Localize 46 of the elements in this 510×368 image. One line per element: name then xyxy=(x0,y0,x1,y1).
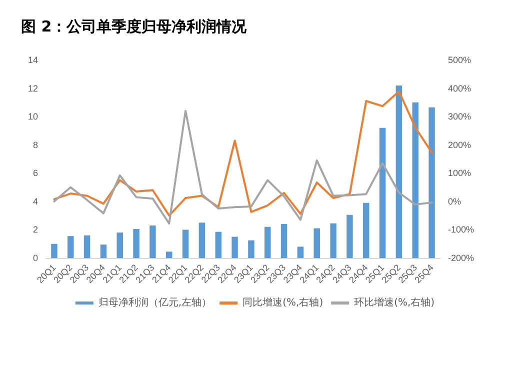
legend-label: 环比增速(%,右轴) xyxy=(354,296,435,308)
bar xyxy=(84,235,90,258)
line-series xyxy=(53,110,433,224)
chart-title: 图 2：公司单季度归母净利润情况 xyxy=(21,18,248,36)
y-tick-label: 0 xyxy=(32,253,38,263)
bar xyxy=(396,85,402,258)
y-tick-label: 4 xyxy=(32,196,38,206)
bar xyxy=(166,252,172,258)
bar xyxy=(330,223,336,258)
y2-tick-label: -200% xyxy=(448,253,474,263)
bar xyxy=(428,107,435,258)
bar xyxy=(198,222,206,258)
bar xyxy=(215,232,222,258)
legend-label: 同比增速(%,右轴) xyxy=(242,296,324,308)
y-tick-label: 8 xyxy=(32,140,38,150)
bar xyxy=(346,214,353,258)
y-tick-label: 12 xyxy=(28,83,38,94)
bar xyxy=(182,230,189,258)
bar xyxy=(297,246,304,258)
line-series xyxy=(53,90,433,217)
y-tick-label: 14 xyxy=(28,55,38,65)
bar xyxy=(280,224,288,258)
bar xyxy=(379,128,386,258)
bar xyxy=(363,202,370,258)
bar xyxy=(116,232,123,258)
legend-label: 归母净利润（亿元,左轴） xyxy=(98,296,212,308)
y2-tick-label: 400% xyxy=(448,83,472,94)
y2-tick-label: 500% xyxy=(448,55,472,65)
bar xyxy=(100,244,107,258)
bar xyxy=(314,228,320,258)
bar xyxy=(232,236,238,258)
bar xyxy=(412,102,418,258)
y-tick-label: 2 xyxy=(32,224,38,235)
y2-tick-label: 0% xyxy=(448,196,462,206)
y2-tick-label: 200% xyxy=(448,140,472,150)
bar xyxy=(51,244,58,258)
bar xyxy=(264,226,271,258)
bar xyxy=(133,229,140,258)
y2-tick-label: 100% xyxy=(448,168,472,178)
bar xyxy=(68,236,74,258)
y2-tick-label: -100% xyxy=(448,224,474,235)
bar xyxy=(150,225,156,258)
y-tick-label: 6 xyxy=(32,168,38,178)
y2-tick-label: 300% xyxy=(448,112,472,122)
bar xyxy=(248,240,254,258)
y-tick-label: 10 xyxy=(28,112,38,122)
